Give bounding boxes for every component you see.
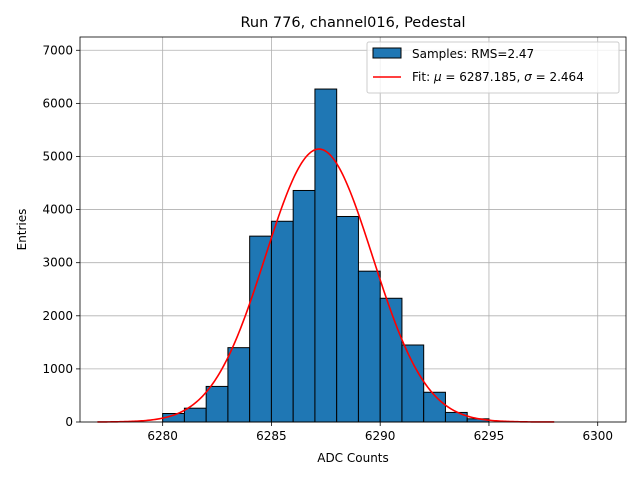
x-tick-label: 6280 (147, 429, 178, 443)
histogram-bar (379, 297, 403, 423)
chart-title: Run 776, channel016, Pedestal (240, 15, 465, 31)
legend-histogram-label: Samples: RMS=2.47 (412, 47, 534, 61)
histogram-bar (227, 347, 251, 423)
legend-fit-mu-value: 6287.185 (459, 70, 516, 84)
histogram-bar (270, 220, 294, 423)
x-tick-label: 6295 (474, 429, 505, 443)
legend-fit-sep: , (517, 70, 525, 84)
histogram-bar (292, 189, 316, 423)
y-tick-label: 5000 (42, 149, 73, 163)
gaussian-fit-curve (97, 148, 555, 423)
y-tick-label: 6000 (42, 96, 73, 110)
legend: Samples: RMS=2.47 Fit: μ = 6287.185, σ =… (366, 41, 620, 94)
y-axis-label: Entries (15, 209, 29, 251)
legend-fit-mu-eq: = (442, 70, 460, 84)
histogram-bar (249, 235, 272, 423)
x-tick-label: 6300 (582, 429, 613, 443)
histogram-bar (183, 407, 207, 423)
histogram-bar (336, 215, 359, 423)
histogram-bar (423, 391, 446, 423)
histogram-bar (401, 344, 425, 423)
x-tick-label: 6285 (256, 429, 287, 443)
plot-frame (79, 36, 627, 423)
legend-fit-sigma-value: 2.464 (549, 70, 583, 84)
legend-fit-label: Fit: μ = 6287.185, σ = 2.464 (412, 70, 584, 84)
x-axis-ticks: 6280 6285 6290 6295 6300 (147, 422, 613, 443)
y-tick-label: 1000 (42, 362, 73, 376)
histogram-bar (314, 88, 338, 423)
histogram-bars (162, 88, 490, 423)
y-tick-label: 7000 (42, 43, 73, 57)
legend-fit-mu-symbol: μ (433, 70, 442, 84)
histogram-bar (444, 411, 468, 423)
legend-histogram-swatch (372, 47, 402, 59)
y-tick-label: 0 (65, 415, 73, 429)
histogram-bar (357, 270, 381, 423)
gaussian-fit-layer (97, 148, 555, 423)
legend-box (366, 41, 620, 94)
y-axis-ticks: 0 1000 2000 3000 4000 5000 6000 7000 (42, 43, 80, 429)
histogram-bar (205, 385, 229, 423)
x-axis-label: ADC Counts (317, 451, 389, 465)
y-tick-label: 4000 (42, 203, 73, 217)
legend-fit-sigma-symbol: σ (524, 70, 532, 84)
y-tick-label: 3000 (42, 256, 73, 270)
x-tick-label: 6290 (365, 429, 396, 443)
y-tick-label: 2000 (42, 309, 73, 323)
legend-fit-sigma-eq: = (532, 70, 550, 84)
legend-fit-prefix: Fit: (412, 70, 434, 84)
